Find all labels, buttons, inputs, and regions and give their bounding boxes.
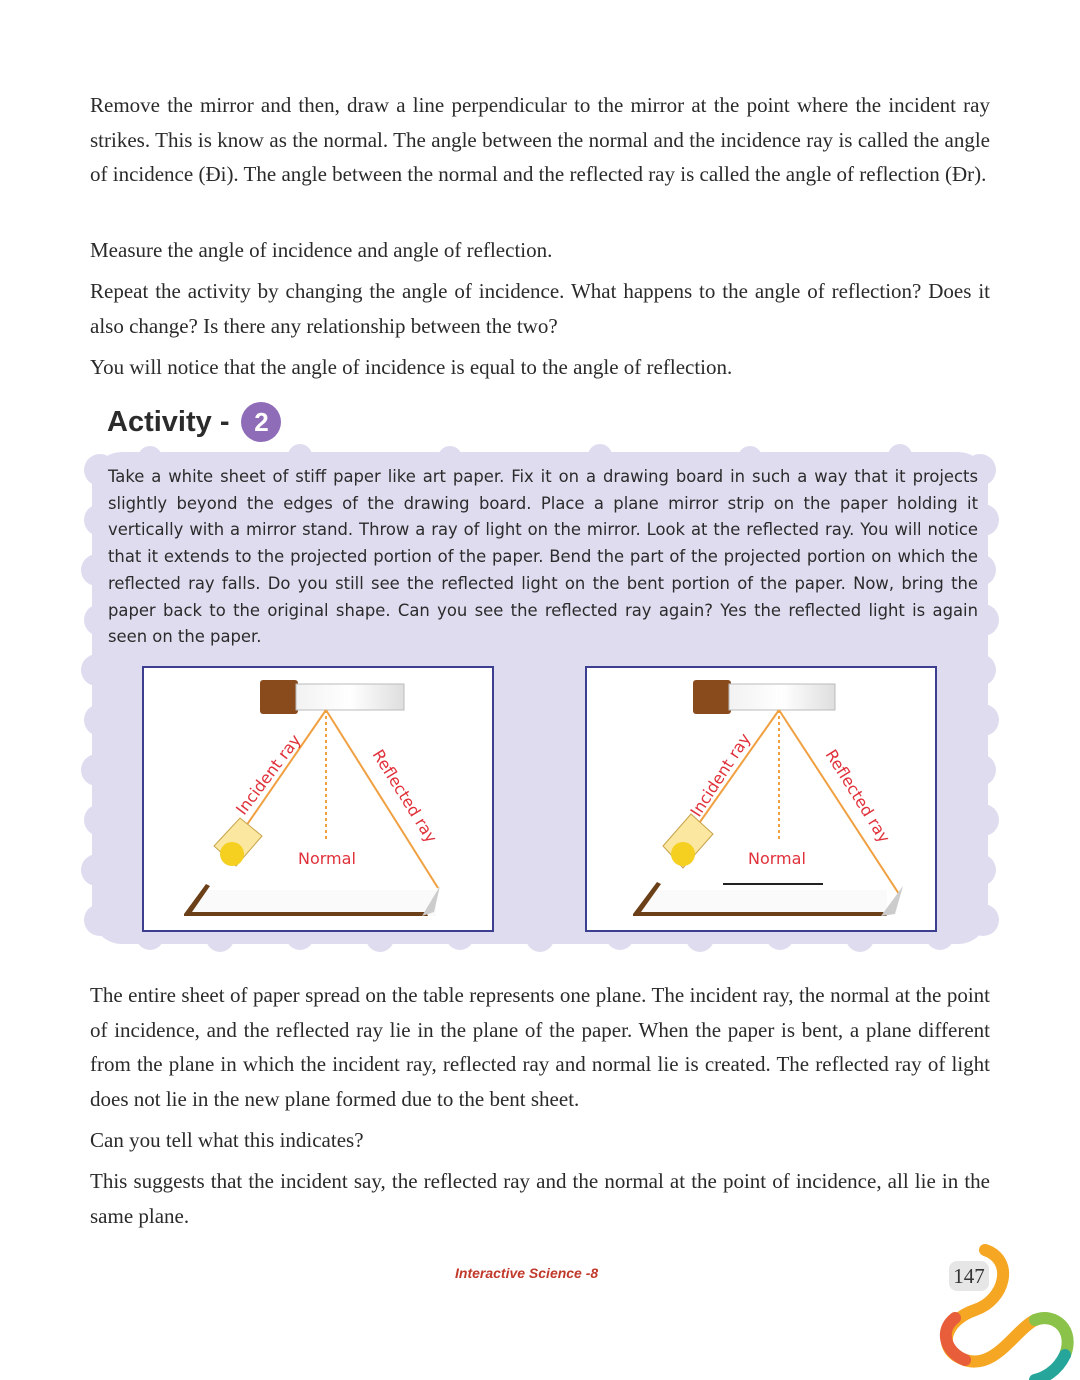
page-number: 147 — [949, 1261, 989, 1291]
ground-edge — [881, 886, 903, 916]
figure-bent-paper: Incident ray Reflected ray Normal — [585, 666, 937, 932]
intro-paragraph: Remove the mirror and then, draw a line … — [90, 93, 990, 186]
normal-label: Normal — [298, 849, 356, 868]
mirror-stand — [693, 680, 731, 714]
paper-sheet — [633, 890, 887, 916]
notice-paragraph: You will notice that the angle of incide… — [90, 355, 733, 379]
incident-ray-label: Incident ray — [686, 730, 754, 820]
mirror-strip — [728, 683, 836, 711]
incident-ray-label: Incident ray — [232, 731, 305, 819]
light-bulb-icon — [220, 842, 244, 866]
footer-brand-logo: Interactive Science -8 — [455, 1265, 599, 1281]
activity-instructions: Take a white sheet of stiff paper like a… — [108, 467, 978, 647]
light-bulb-icon — [671, 842, 695, 866]
conclusion-paragraph: This suggests that the incident say, the… — [90, 1169, 990, 1228]
figure-flat-paper: Incident ray Reflected ray Normal — [142, 666, 494, 932]
repeat-paragraph: Repeat the activity by changing the angl… — [90, 279, 990, 338]
question-paragraph: Can you tell what this indicates? — [90, 1128, 364, 1152]
plane-paragraph: The entire sheet of paper spread on the … — [90, 983, 990, 1111]
activity-heading: Activity - 2 — [107, 402, 282, 442]
activity-number-badge: 2 — [241, 402, 282, 442]
activity-title: Activity - — [107, 405, 230, 438]
normal-label: Normal — [748, 849, 806, 868]
mirror-stand — [260, 680, 298, 714]
mirror-strip — [295, 683, 405, 711]
reflected-ray — [325, 709, 439, 889]
reflected-ray — [778, 709, 900, 895]
ground-edge — [422, 886, 440, 916]
measure-paragraph: Measure the angle of incidence and angle… — [90, 238, 553, 262]
drawing-board — [633, 882, 887, 916]
paper-sheet — [186, 890, 436, 916]
drawing-board — [184, 884, 428, 916]
corner-swirl-decoration — [940, 1244, 1074, 1380]
